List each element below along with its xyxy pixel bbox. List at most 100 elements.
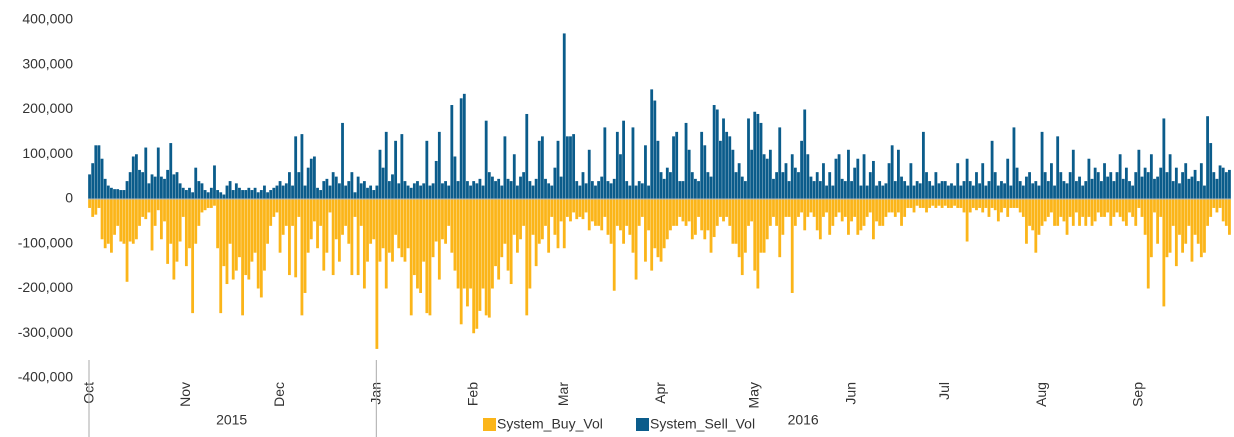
- bar: [900, 199, 903, 226]
- bar: [612, 199, 616, 291]
- bar: [1206, 199, 1209, 226]
- bar: [575, 181, 579, 199]
- bar: [996, 185, 1000, 199]
- bar: [1171, 181, 1175, 199]
- bar: [740, 176, 744, 199]
- bar: [903, 199, 907, 217]
- bar: [256, 199, 260, 289]
- bar: [1190, 176, 1194, 199]
- bar: [662, 178, 666, 199]
- bar: [291, 199, 294, 226]
- bar: [1112, 181, 1116, 199]
- bar: [597, 199, 601, 226]
- bar: [918, 183, 922, 199]
- bar: [444, 181, 447, 199]
- bar: [209, 187, 213, 199]
- bar: [590, 181, 594, 199]
- bar: [319, 199, 323, 226]
- bar: [921, 199, 925, 208]
- bar: [387, 181, 391, 199]
- bar: [222, 199, 226, 267]
- bar: [675, 131, 679, 199]
- bar: [762, 199, 766, 253]
- bar: [853, 199, 857, 217]
- bar: [225, 199, 229, 285]
- bar: [1203, 185, 1206, 199]
- bar: [1149, 154, 1153, 199]
- bar: [219, 192, 223, 199]
- bar: [1003, 199, 1006, 208]
- bar: [825, 199, 828, 213]
- bar: [615, 131, 619, 199]
- bar: [1025, 199, 1028, 244]
- bar: [597, 181, 601, 199]
- bar: [1146, 199, 1150, 289]
- y-tick-label: -200,000: [18, 279, 73, 295]
- bar: [1075, 181, 1078, 199]
- bar: [231, 190, 235, 199]
- bar: [1084, 181, 1088, 199]
- bar: [128, 199, 132, 242]
- bar: [378, 149, 382, 199]
- bar: [684, 122, 688, 199]
- bar: [269, 190, 273, 199]
- bar: [831, 185, 835, 199]
- bar: [131, 156, 135, 199]
- bar: [1112, 199, 1116, 217]
- bar: [135, 154, 138, 199]
- x-tick-label: Aug: [1033, 382, 1049, 407]
- bar: [1162, 199, 1166, 307]
- bar: [1212, 172, 1216, 199]
- x-tick-label: May: [745, 382, 761, 408]
- bar: [694, 199, 697, 235]
- bar: [984, 185, 988, 199]
- bar: [1171, 199, 1175, 226]
- bar: [672, 199, 675, 226]
- bar: [250, 190, 254, 199]
- bar: [897, 149, 900, 199]
- bar: [406, 199, 410, 249]
- bar: [534, 199, 538, 267]
- bar: [768, 199, 772, 226]
- bar: [469, 185, 472, 199]
- bar: [266, 192, 269, 199]
- bar: [678, 199, 682, 217]
- bar: [971, 199, 975, 208]
- bar: [512, 154, 516, 199]
- bar: [366, 199, 369, 262]
- bar: [291, 185, 294, 199]
- bar: [503, 136, 507, 199]
- bar: [1106, 199, 1110, 213]
- bar: [397, 183, 401, 199]
- bar: [681, 181, 685, 199]
- bar: [231, 199, 235, 280]
- bar: [1015, 199, 1019, 208]
- bar: [868, 172, 872, 199]
- bar: [622, 120, 625, 199]
- bar: [569, 199, 572, 222]
- bar: [94, 199, 98, 215]
- bar: [288, 199, 291, 276]
- bar: [466, 199, 469, 307]
- bar: [909, 163, 913, 199]
- bar: [512, 199, 516, 235]
- bar: [1212, 199, 1216, 208]
- bar: [253, 187, 257, 199]
- bar: [559, 176, 563, 199]
- bar: [188, 199, 191, 249]
- bar: [572, 199, 576, 213]
- bar: [153, 176, 157, 199]
- bar: [509, 199, 513, 285]
- bar: [934, 172, 938, 199]
- bar: [1065, 199, 1069, 235]
- bar: [453, 199, 457, 271]
- bar: [600, 199, 604, 231]
- bar: [931, 185, 935, 199]
- bar: [428, 185, 432, 199]
- bar: [1106, 176, 1110, 199]
- bar: [341, 122, 344, 199]
- bar: [747, 199, 750, 226]
- bar: [188, 187, 191, 199]
- bar: [156, 147, 160, 199]
- bar: [200, 183, 204, 199]
